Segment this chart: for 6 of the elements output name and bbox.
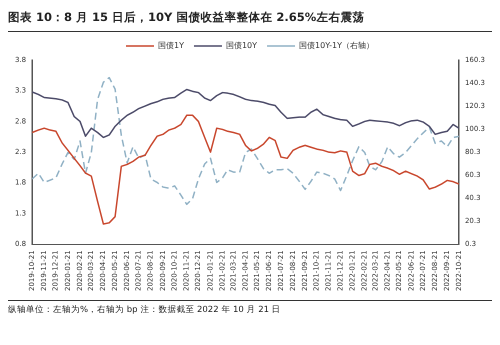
line-series [32,76,459,206]
legend-label: 国债1Y [158,41,184,50]
chart-title: 图表 10：8 月 15 日后，10Y 国债收益率整体在 2.65%左右震荡 [8,8,492,32]
text: 纵轴单位：左轴为%，右轴为 bp 注：数据截至 2022 年 10 月 21 日 [8,300,492,316]
legend-label: 国债10Y [226,41,258,50]
legend-label: 国债10Y-1Y（右轴） [299,41,374,50]
